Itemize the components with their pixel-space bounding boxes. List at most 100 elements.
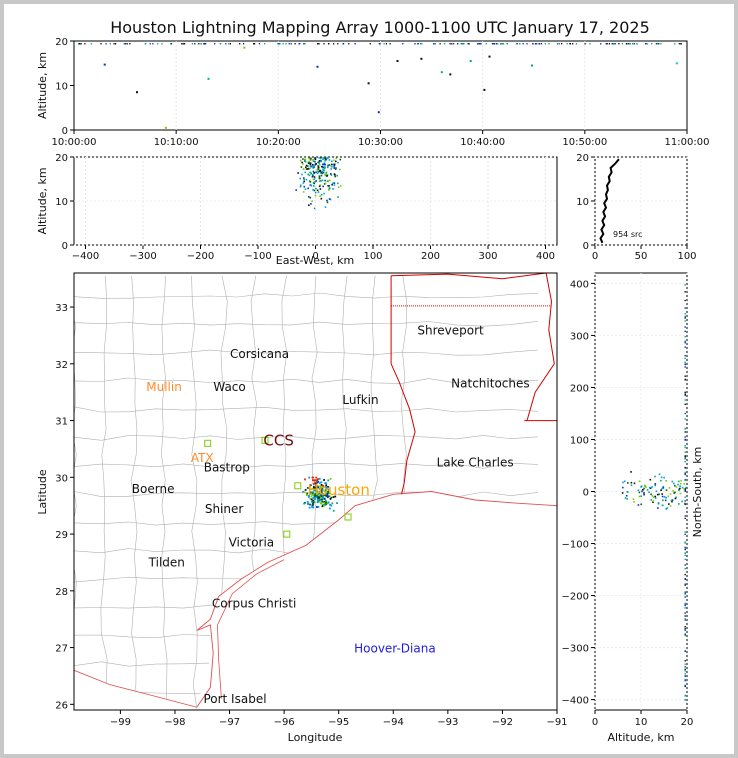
time-source-point: [277, 43, 279, 45]
time-source-point: [184, 43, 186, 45]
ns-source-point: [668, 503, 670, 505]
ew-source-point: [312, 178, 315, 181]
ns-source-point: [660, 489, 662, 491]
map-source-point: [304, 489, 307, 491]
map-source-point: [327, 479, 330, 482]
map-source-point: [315, 491, 318, 494]
ns-source-point: [624, 497, 627, 499]
ns-source-point: [680, 479, 682, 482]
ns-source-point: [684, 554, 686, 557]
map-source-point: [322, 495, 325, 498]
ew-source-point: [307, 187, 309, 190]
ns-source-point: [643, 493, 645, 496]
map-source-point: [312, 499, 315, 502]
ns-source-point: [673, 492, 675, 494]
city-label: Waco: [213, 380, 245, 394]
ew-source-point: [321, 170, 324, 173]
ns-source-point: [684, 533, 686, 535]
ew-source-point: [320, 174, 323, 177]
ns-source-point: [667, 495, 670, 498]
ew-source-point: [325, 172, 327, 175]
ns-source-point: [684, 473, 686, 476]
ew-source-point: [307, 173, 309, 176]
ns-source-point: [652, 496, 655, 498]
ns-source-point: [638, 495, 641, 498]
mississippi-river: [526, 273, 555, 421]
time-source-point: [608, 43, 610, 45]
ns-source-point: [633, 501, 635, 503]
time-source-point: [539, 43, 541, 45]
ew-ytick-label: 20: [55, 153, 68, 164]
ew-source-point: [333, 167, 336, 169]
time-ytick-label: 0: [62, 126, 68, 137]
time-source-point: [420, 43, 422, 45]
ns-source-point: [661, 493, 663, 495]
time-source-point: [348, 43, 350, 45]
time-source-point: [115, 43, 117, 45]
ns-source-point: [684, 379, 686, 381]
ns-source-point: [658, 493, 660, 496]
ew-source-point: [309, 163, 312, 165]
county-boundary: [100, 275, 108, 710]
map-source-point: [316, 491, 319, 493]
ew-source-point: [308, 161, 310, 163]
map-source-point: [320, 484, 323, 486]
city-label: Shiner: [205, 502, 244, 516]
ew-source-point: [322, 163, 324, 166]
ew-source-point: [329, 198, 332, 201]
map-source-point: [309, 491, 312, 494]
ns-source-point: [684, 394, 686, 397]
ns-source-point: [679, 492, 682, 495]
time-source-point: [675, 62, 678, 65]
ns-source-point: [684, 399, 686, 401]
ew-source-point: [337, 182, 339, 185]
map-source-point: [315, 490, 318, 493]
ew-source-point: [317, 168, 320, 170]
map-ylabel: Latitude: [36, 469, 49, 515]
ns-source-point: [679, 482, 682, 485]
ns-source-point: [627, 482, 629, 484]
ns-source-point: [650, 493, 652, 496]
ns-source-point: [684, 431, 686, 433]
time-source-point: [605, 43, 607, 45]
time-source-point: [462, 43, 464, 45]
ns-source-point: [684, 445, 686, 447]
time-source-point: [488, 55, 491, 58]
ns-source-point: [649, 487, 652, 489]
ew-source-point: [330, 164, 332, 167]
ew-source-point: [302, 182, 305, 184]
map-source-point: [312, 502, 315, 504]
city-label: Lufkin: [342, 393, 378, 407]
ns-source-point: [626, 498, 628, 500]
ew-source-point: [305, 164, 308, 167]
ew-source-point: [329, 179, 331, 182]
ns-source-point: [665, 508, 667, 510]
time-source-point: [557, 43, 559, 45]
ns-source-point: [630, 484, 633, 487]
ew-source-point: [304, 158, 307, 161]
ns-ytick-label: 200: [570, 383, 589, 394]
figure-frame: Houston Lightning Mapping Array 1000-110…: [4, 4, 734, 754]
map-ytick-label: 28: [55, 587, 68, 598]
ew-source-point: [301, 161, 303, 164]
time-source-point: [625, 43, 627, 45]
city-label: Port Isabel: [203, 692, 266, 706]
time-source-point: [449, 73, 452, 76]
time-source-point: [294, 43, 296, 45]
map-source-point: [303, 491, 306, 494]
ew-source-point: [331, 163, 333, 166]
city-label: Boerne: [132, 482, 175, 496]
ew-source-point: [301, 173, 303, 176]
map-source-point: [318, 491, 321, 494]
time-source-point: [105, 43, 107, 45]
time-source-point: [103, 63, 106, 66]
ew-source-point: [299, 185, 302, 188]
map-source-point: [309, 484, 312, 487]
time-source-point: [354, 43, 356, 45]
ew-source-point: [319, 188, 322, 190]
ns-source-point: [671, 480, 674, 483]
hist-xtick-label: 100: [677, 251, 696, 262]
ew-source-point: [333, 165, 335, 167]
time-source-point: [548, 43, 550, 45]
map-source-point: [323, 502, 326, 504]
